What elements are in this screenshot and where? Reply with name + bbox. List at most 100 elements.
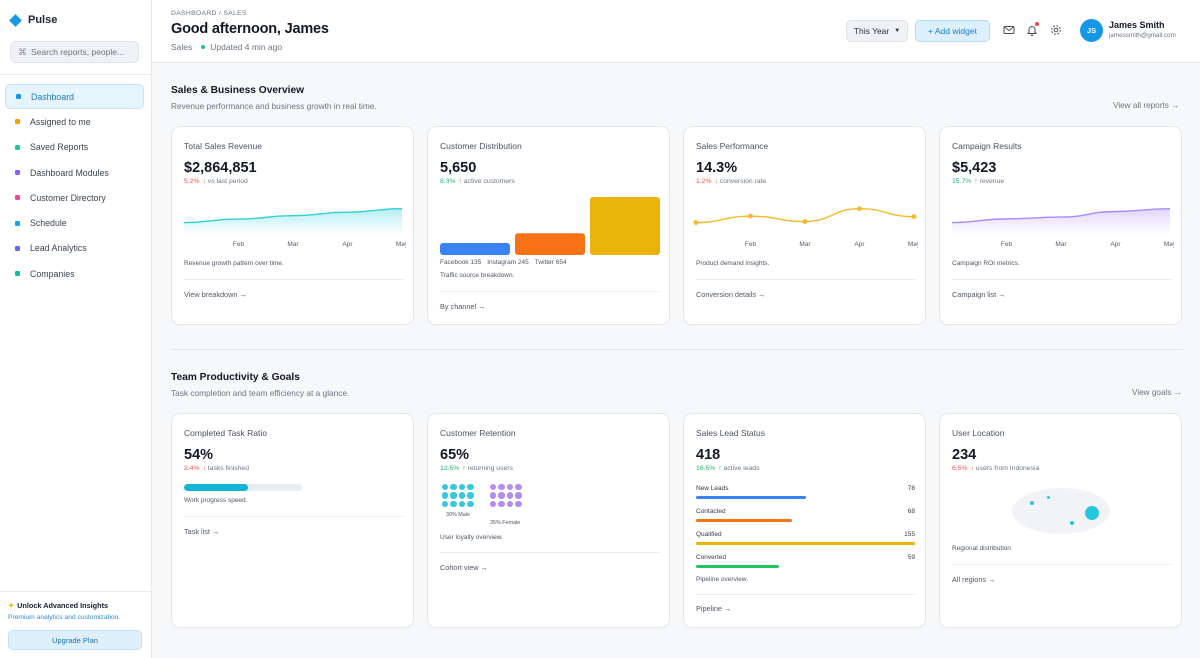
arrow-up-icon: ↑ — [718, 465, 724, 472]
sidebar-item-label: Dashboard Modules — [30, 167, 109, 178]
card-value: 418 — [696, 447, 721, 463]
card-value: 234 — [952, 447, 977, 463]
divider — [952, 564, 1171, 565]
lead-label: Converted — [696, 554, 726, 561]
gear-icon[interactable] — [1050, 24, 1062, 36]
app-name: Pulse — [28, 14, 58, 26]
card-sales-performance: Sales Performance 14.3% 1.2% ↓ conversion… — [683, 126, 926, 325]
x-tick-label: Feb — [745, 241, 757, 248]
card-title: Sales Performance — [696, 141, 769, 151]
online-status-icon — [201, 45, 206, 49]
card-note: Campaign ROI metrics. — [952, 260, 1020, 267]
card-value: $2,864,851 — [184, 160, 257, 176]
app-logo[interactable]: Pulse — [9, 13, 58, 27]
delta-label: returning users — [467, 465, 513, 472]
delta-label: tasks finished — [207, 465, 249, 472]
search-input[interactable] — [31, 47, 129, 57]
add-widget-button[interactable]: + Add widget — [915, 20, 990, 42]
arrow-down-icon: ↓ — [970, 465, 976, 472]
sidebar-item-companies[interactable]: Companies — [5, 261, 144, 286]
sidebar-item-label: Companies — [30, 268, 75, 279]
breadcrumb[interactable]: DASHBOARD / SALES — [171, 10, 247, 17]
sidebar-item-lead-analytics[interactable]: Lead Analytics — [5, 236, 144, 261]
bar-twitter — [590, 197, 660, 255]
card-title: Customer Retention — [440, 428, 516, 438]
location-marker[interactable] — [1047, 496, 1050, 499]
card-note: Product demand insights. — [696, 260, 770, 267]
series-line — [183, 208, 403, 224]
campaign-list-link[interactable]: Campaign list → — [952, 290, 1006, 299]
x-tick-label: Feb — [1001, 241, 1013, 248]
promo-subtitle: Premium analytics and customization. — [8, 614, 121, 621]
card-title: Sales Lead Status — [696, 428, 765, 438]
delta-percent: 5.2% — [184, 178, 200, 185]
card-user-location: User Location 234 6.5% ↓ users from Indon… — [939, 413, 1182, 628]
x-tick-label: Apr — [854, 241, 865, 248]
bell-icon[interactable] — [1026, 24, 1038, 36]
page-title: Good afternoon, James — [171, 21, 329, 37]
card-note: Traffic source breakdown. — [440, 272, 515, 279]
delta-percent: 6.5% — [952, 465, 968, 472]
delta-percent: 15.7% — [952, 178, 972, 185]
performance-line-chart: Feb Mar Apr May — [693, 206, 918, 248]
arrow-up-icon: ↑ — [462, 465, 468, 472]
avatar[interactable]: JS — [1080, 19, 1103, 42]
search-box[interactable]: ⌘ — [10, 41, 139, 63]
user-name[interactable]: James Smith — [1109, 20, 1165, 30]
location-marker-indonesia[interactable] — [1085, 506, 1099, 520]
lead-bar — [696, 519, 793, 522]
data-point — [802, 219, 808, 224]
card-value: 54% — [184, 447, 214, 463]
card-title: Completed Task Ratio — [184, 428, 267, 438]
layers-icon — [15, 170, 20, 176]
sidebar-item-schedule[interactable]: Schedule — [5, 210, 144, 235]
lead-value: 59 — [907, 554, 915, 561]
grid-icon — [16, 94, 21, 100]
distribution-bar-chart — [440, 197, 660, 255]
card-delta: 5.2% ↓ vs last period — [184, 178, 248, 185]
delta-label: active leads — [723, 465, 760, 472]
female-dot-grid — [490, 484, 522, 508]
card-customer-retention: Customer Retention 65% 12.5% ↑ returning … — [427, 413, 670, 628]
card-value: 5,650 — [440, 160, 477, 176]
location-marker[interactable] — [1070, 521, 1074, 525]
card-completed-task-ratio: Completed Task Ratio 54% 2.4% ↓ tasks fin… — [171, 413, 414, 628]
period-select[interactable]: This Year ▼ — [846, 20, 908, 42]
card-delta: 8.3% ↑ active customers — [440, 178, 515, 185]
divider — [952, 279, 1171, 280]
calendar-icon — [15, 220, 20, 226]
legend-item: Instagram 245 — [487, 259, 529, 266]
legend-item: Facebook 135 — [440, 259, 482, 266]
delta-percent: 8.3% — [440, 178, 456, 185]
lead-bar — [696, 565, 780, 568]
sidebar-item-assigned-to-me[interactable]: Assigned to me — [5, 109, 144, 134]
task-list-link[interactable]: Task list → — [184, 527, 220, 536]
updated-label: Updated 4 min ago — [210, 42, 283, 52]
view-all-reports-link[interactable]: View all reports → — [1113, 101, 1180, 110]
upgrade-plan-button[interactable]: Upgrade Plan — [8, 630, 142, 650]
sidebar-item-saved-reports[interactable]: Saved Reports — [5, 135, 144, 160]
sidebar-item-label: Saved Reports — [30, 142, 89, 153]
pipeline-link[interactable]: Pipeline → — [696, 604, 732, 613]
sidebar-item-customer-directory[interactable]: Customer Directory — [5, 185, 144, 210]
sidebar-item-dashboard[interactable]: Dashboard — [5, 84, 144, 110]
conversion-details-link[interactable]: Conversion details → — [696, 290, 766, 299]
mail-icon[interactable] — [1003, 24, 1015, 36]
by-channel-link[interactable]: By channel → — [440, 302, 486, 311]
card-note: Regional distribution — [952, 545, 1011, 552]
cohort-view-link[interactable]: Cohort view → — [440, 563, 488, 572]
view-goals-link[interactable]: View goals → — [1132, 388, 1182, 397]
sidebar-item-dashboard-modules[interactable]: Dashboard Modules — [5, 160, 144, 185]
card-total-sales-revenue: Total Sales Revenue $2,864,851 5.2% ↓ vs … — [171, 126, 414, 325]
arrow-down-icon: ↓ — [202, 178, 208, 185]
card-title: Total Sales Revenue — [184, 141, 262, 151]
bar-instagram — [515, 233, 585, 255]
divider — [696, 279, 915, 280]
section-divider — [171, 349, 1183, 350]
notification-badge — [1035, 22, 1039, 26]
all-regions-link[interactable]: All regions → — [952, 575, 996, 584]
lead-value: 68 — [907, 508, 915, 515]
user-check-icon — [15, 119, 20, 125]
location-marker[interactable] — [1030, 501, 1034, 505]
view-breakdown-link[interactable]: View breakdown → — [184, 290, 247, 299]
